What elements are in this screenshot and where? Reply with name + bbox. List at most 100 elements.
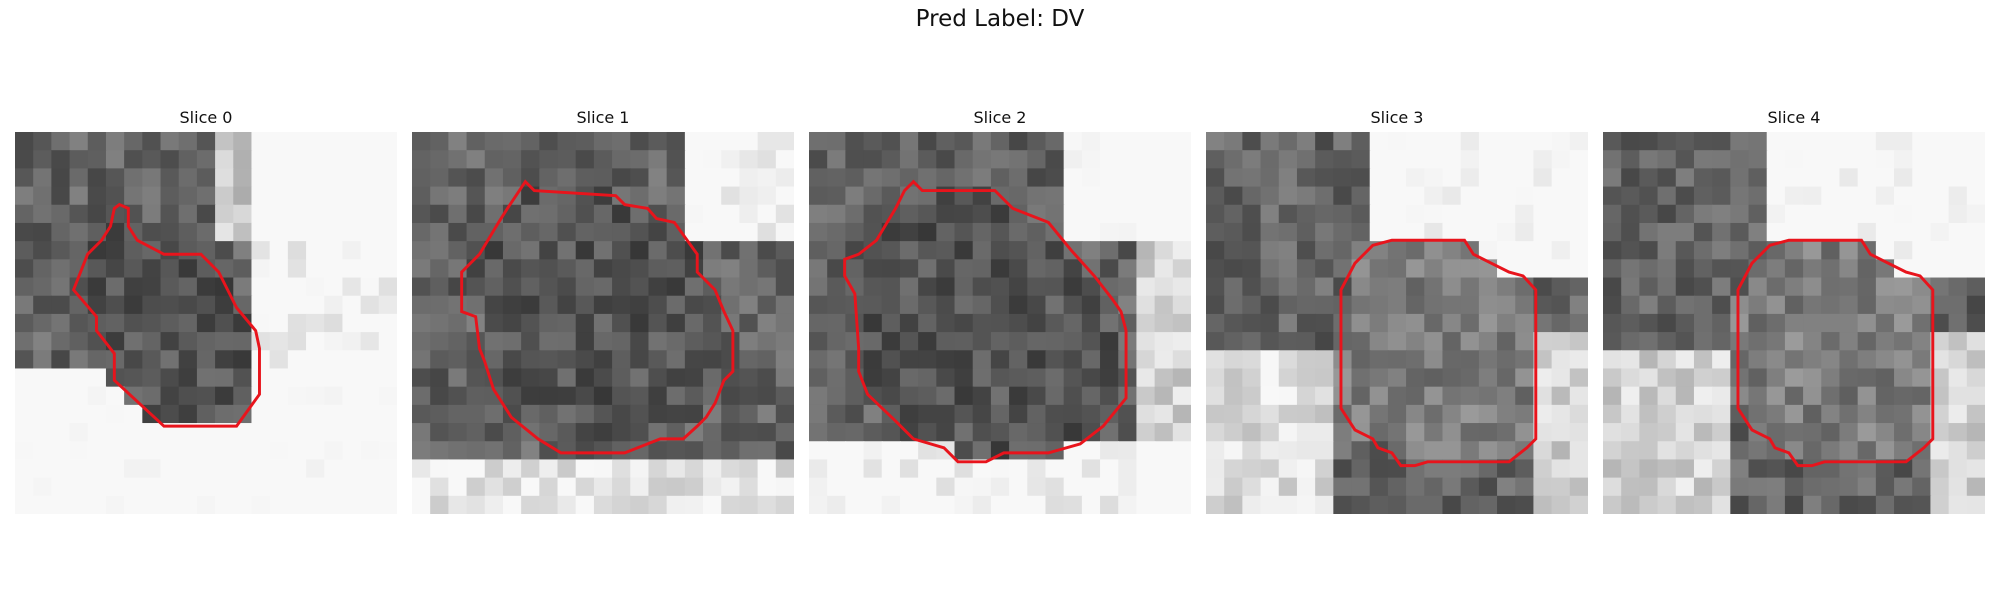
pixel <box>845 277 865 297</box>
pixel <box>1515 295 1535 315</box>
pixel <box>1748 459 1768 479</box>
pixel <box>1533 313 1553 333</box>
pixel <box>1260 277 1280 297</box>
pixel <box>178 350 198 370</box>
pixel <box>1224 222 1244 242</box>
pixel <box>1784 332 1804 352</box>
pixel <box>466 150 486 170</box>
pixel <box>575 313 595 333</box>
pixel <box>306 350 326 370</box>
pixel <box>1442 368 1462 388</box>
pixel <box>105 423 125 443</box>
pixel <box>1875 441 1895 461</box>
pixel <box>1387 386 1407 406</box>
pixel <box>1460 277 1480 297</box>
pixel <box>178 495 198 514</box>
pixel <box>557 222 577 242</box>
pixel <box>612 350 632 370</box>
pixel <box>1712 222 1732 242</box>
pixel <box>360 277 380 297</box>
pixel <box>251 313 271 333</box>
pixel <box>539 277 559 297</box>
pixel <box>215 222 235 242</box>
pixel <box>448 132 468 151</box>
pixel <box>1333 204 1353 224</box>
pixel <box>1930 295 1950 315</box>
pixel <box>342 295 362 315</box>
pixel <box>360 350 380 370</box>
pixel <box>1154 186 1174 206</box>
pixel <box>215 259 235 279</box>
pixel <box>160 368 180 388</box>
pixel <box>196 459 216 479</box>
pixel <box>918 313 938 333</box>
pixel <box>142 350 162 370</box>
pixel <box>918 477 938 497</box>
pixel <box>827 332 847 352</box>
pixel <box>160 495 180 514</box>
pixel <box>124 332 144 352</box>
pixel <box>1063 222 1083 242</box>
pixel <box>666 477 686 497</box>
pixel <box>990 168 1010 188</box>
pixel <box>1260 168 1280 188</box>
pixel <box>1369 168 1389 188</box>
pixel <box>1533 350 1553 370</box>
pixel <box>1730 313 1750 333</box>
pixel <box>1260 132 1280 151</box>
pixel <box>899 404 919 424</box>
pixel <box>105 259 125 279</box>
pixel <box>1657 332 1677 352</box>
pixel <box>1912 368 1932 388</box>
pixel <box>1242 222 1262 242</box>
pixel <box>1621 277 1641 297</box>
pixel <box>721 332 741 352</box>
pixel <box>160 259 180 279</box>
pixel <box>539 186 559 206</box>
pixel <box>1154 386 1174 406</box>
pixel <box>1027 295 1047 315</box>
pixel <box>69 204 89 224</box>
pixel <box>575 332 595 352</box>
pixel <box>972 150 992 170</box>
pixel <box>1657 386 1677 406</box>
pixel <box>1118 441 1138 461</box>
pixel <box>809 477 828 497</box>
pixel <box>1551 295 1571 315</box>
pixel <box>1351 132 1371 151</box>
pixel <box>630 204 650 224</box>
pixel <box>1351 277 1371 297</box>
pixel <box>1278 459 1298 479</box>
pixel <box>360 186 380 206</box>
pixel <box>1424 404 1444 424</box>
pixel <box>1460 186 1480 206</box>
pixel <box>51 295 71 315</box>
pixel <box>521 477 541 497</box>
pixel <box>342 222 362 242</box>
pixel <box>1442 168 1462 188</box>
pixel <box>1460 404 1480 424</box>
pixel <box>15 150 34 170</box>
pixel <box>1478 222 1498 242</box>
pixel <box>1551 168 1571 188</box>
pixel <box>1857 495 1877 514</box>
pixel <box>557 423 577 443</box>
pixel <box>484 295 504 315</box>
pixel <box>1839 423 1859 443</box>
pixel <box>215 495 235 514</box>
pixel <box>648 332 668 352</box>
pixel <box>1766 368 1786 388</box>
pixel <box>124 150 144 170</box>
pixel <box>1224 150 1244 170</box>
pixel <box>1639 150 1659 170</box>
pixel <box>1803 222 1823 242</box>
pixel <box>1515 168 1535 188</box>
pixel <box>466 222 486 242</box>
pixel <box>1260 186 1280 206</box>
pixel <box>1387 132 1407 151</box>
pixel <box>612 168 632 188</box>
pixel <box>863 332 883 352</box>
pixel <box>899 350 919 370</box>
pixel <box>448 459 468 479</box>
pixel <box>1406 404 1426 424</box>
